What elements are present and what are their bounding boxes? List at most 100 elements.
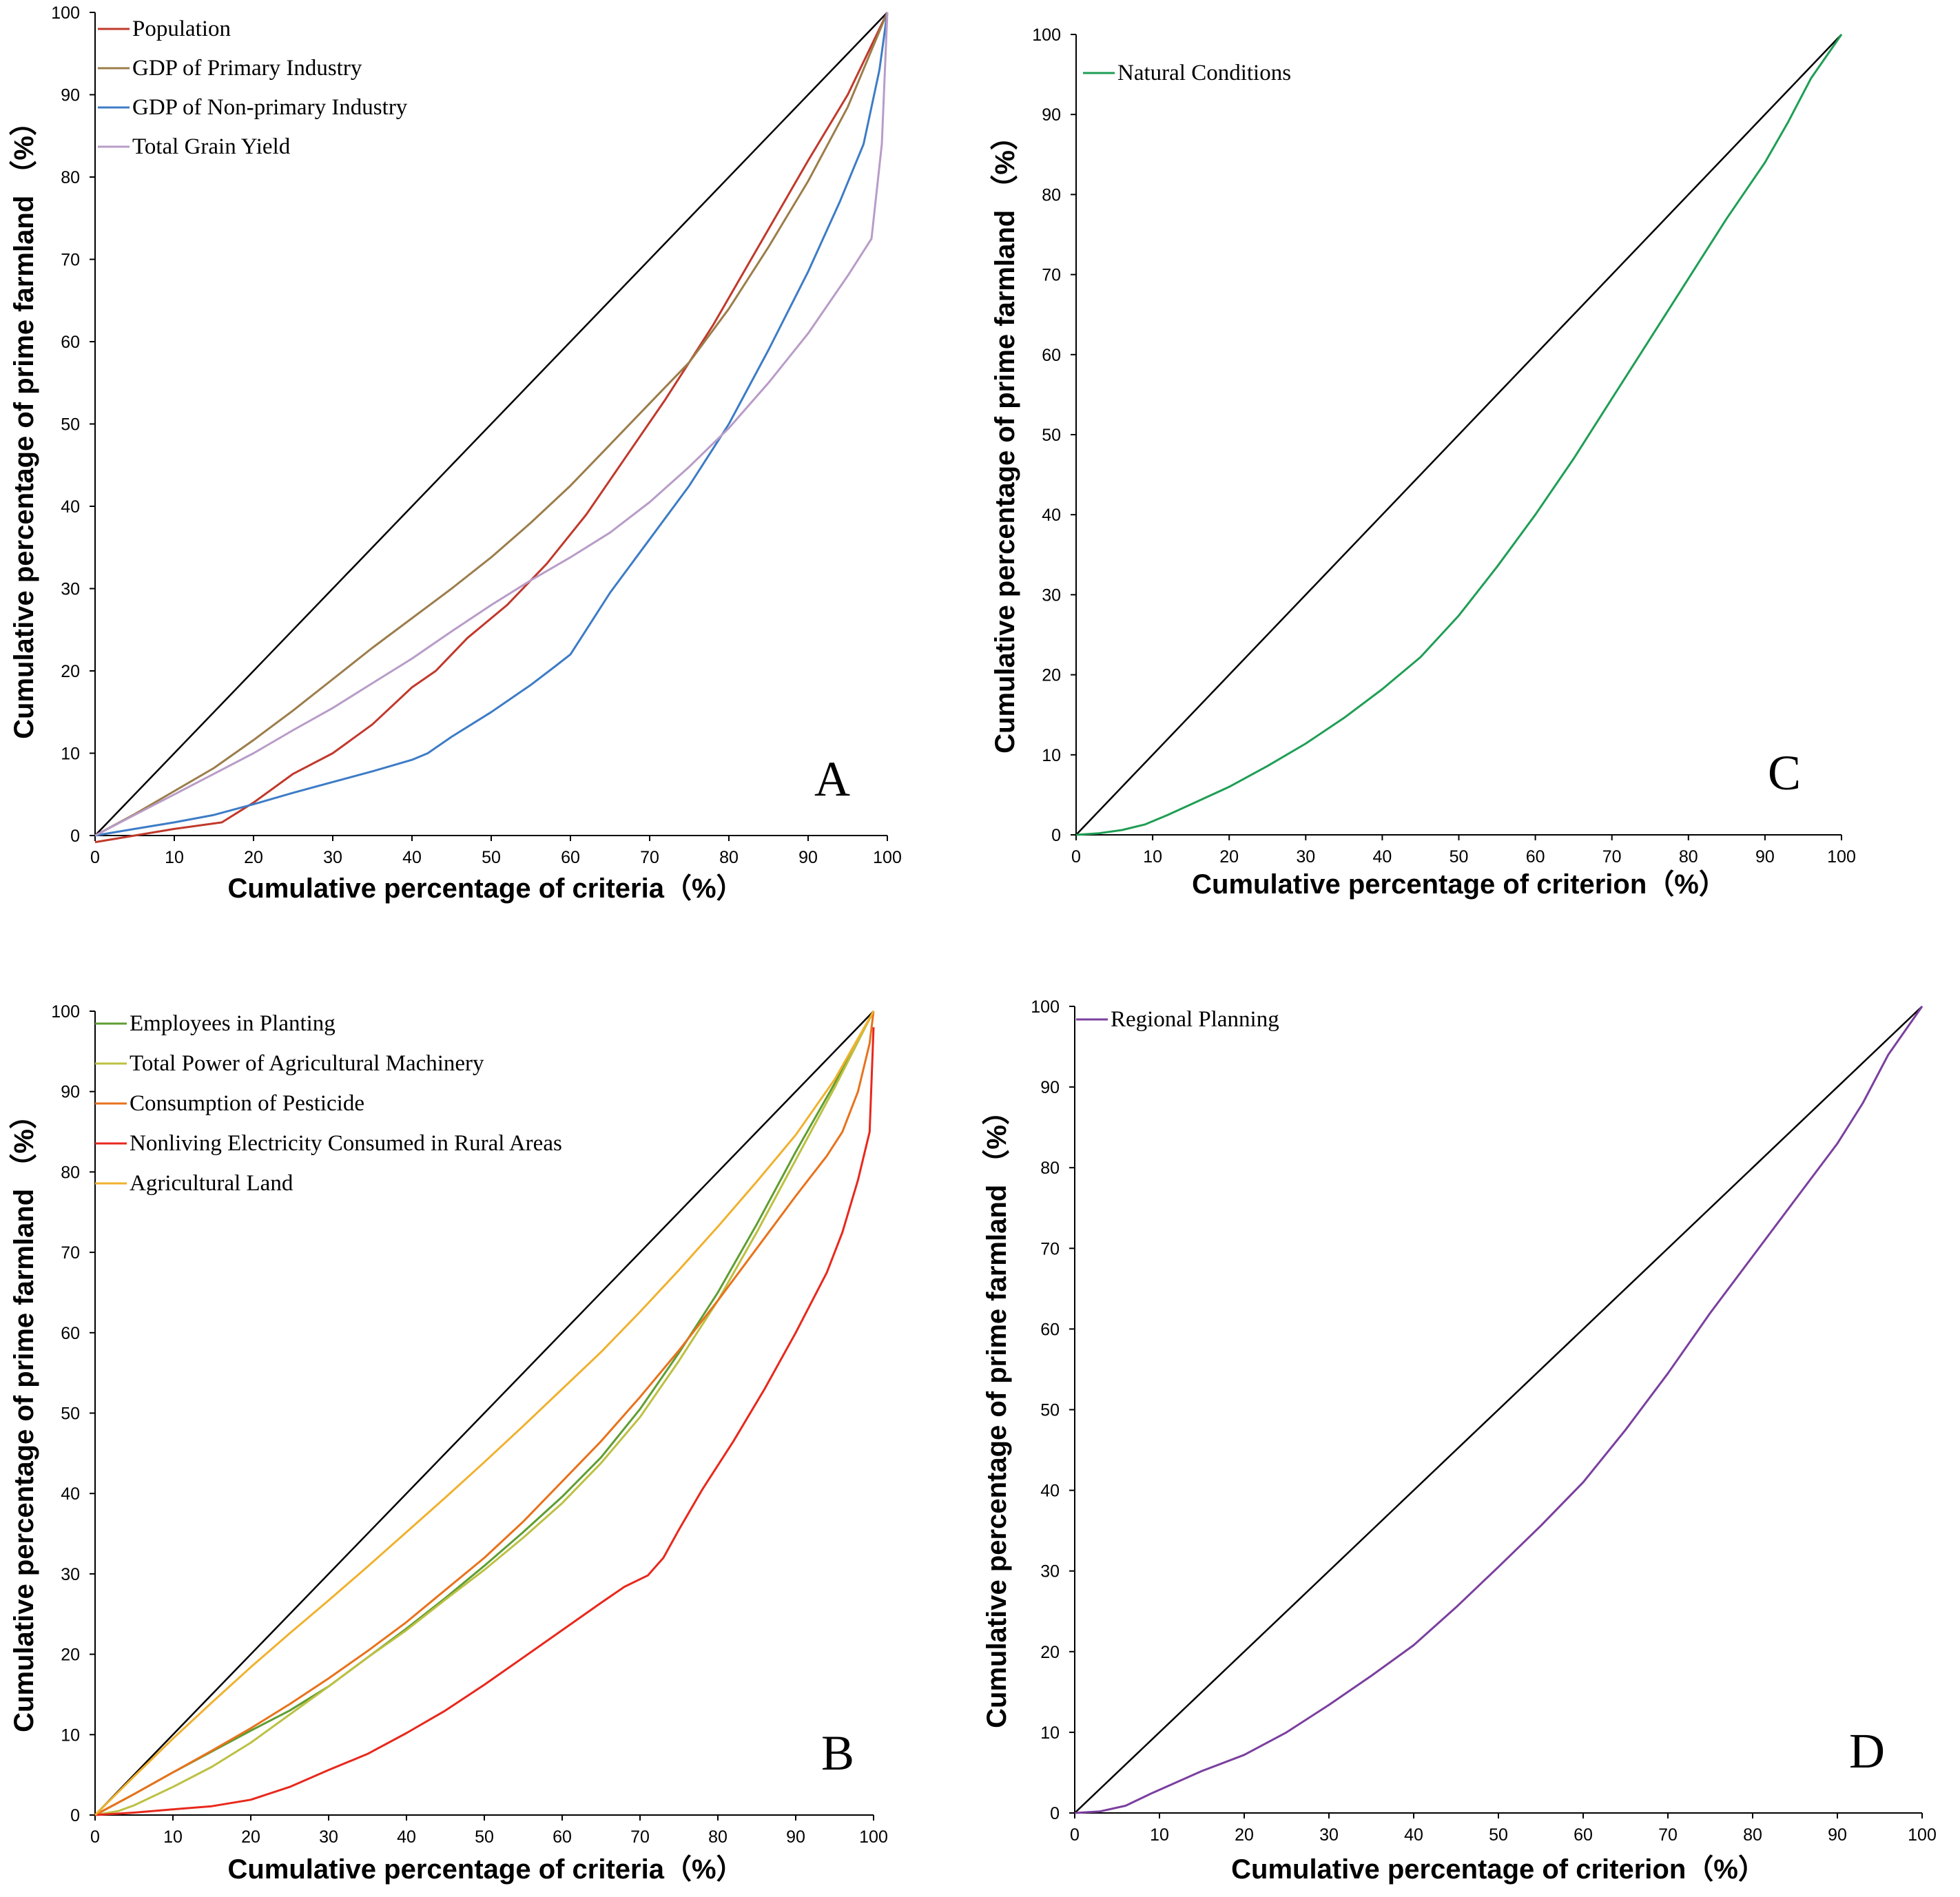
y-tick-label: 80 <box>61 168 80 187</box>
x-tick-label: 0 <box>1071 847 1081 867</box>
x-tick-label: 20 <box>1219 847 1239 867</box>
x-tick-label: 70 <box>1658 1825 1678 1845</box>
x-tick-label: 60 <box>1526 847 1545 867</box>
x-tick-label: 0 <box>90 1827 100 1847</box>
series-line-employees-in-planting <box>94 1010 875 1816</box>
x-tick-label: 20 <box>241 1827 260 1847</box>
x-tick-label: 30 <box>1296 847 1315 867</box>
y-tick-label: 90 <box>1040 1078 1060 1097</box>
legend-label: Agricultural Land <box>130 1171 293 1196</box>
series-line-consumption-of-pesticide <box>94 1010 875 1816</box>
equality-line <box>94 12 888 836</box>
equality-line <box>1075 34 1842 836</box>
y-tick-label: 60 <box>1040 1320 1060 1339</box>
x-axis-title: Cumulative percentage of criteria（%） <box>227 1854 743 1885</box>
y-tick-label: 100 <box>1031 997 1060 1017</box>
y-axis-title: Cumulative percentage of prime farmland … <box>990 123 1020 754</box>
y-tick-label: 20 <box>1040 1643 1060 1662</box>
equality-line <box>94 1010 874 1816</box>
legend-label: Population <box>132 17 231 41</box>
y-tick-label: 50 <box>61 415 80 435</box>
y-tick-label: 50 <box>61 1404 80 1424</box>
y-tick-label: 20 <box>61 662 80 681</box>
panel-label: B <box>821 1725 854 1781</box>
panel-label: C <box>1768 745 1801 800</box>
legend-label: Total Grain Yield <box>132 134 291 159</box>
y-tick-label: 0 <box>70 827 80 846</box>
y-tick-label: 50 <box>1040 1401 1060 1420</box>
y-tick-label: 50 <box>1042 426 1061 445</box>
y-tick-label: 0 <box>70 1806 80 1825</box>
x-tick-label: 0 <box>1070 1825 1080 1845</box>
x-tick-label: 60 <box>561 848 580 867</box>
x-tick-label: 80 <box>1743 1825 1762 1845</box>
x-tick-label: 70 <box>1602 847 1622 867</box>
x-tick-label: 10 <box>1150 1825 1169 1845</box>
y-tick-label: 80 <box>1040 1159 1060 1178</box>
y-tick-label: 40 <box>1040 1482 1060 1501</box>
x-tick-label: 40 <box>397 1827 416 1847</box>
y-axis-title: Cumulative percentage of prime farmland … <box>982 1097 1012 1728</box>
y-tick-label: 70 <box>1040 1239 1060 1258</box>
y-tick-label: 20 <box>1042 666 1061 685</box>
panel-label: A <box>814 751 850 807</box>
y-tick-label: 60 <box>61 1324 80 1343</box>
legend-label: GDP of Non-primary Industry <box>132 95 408 120</box>
series-line-regional-planning <box>1074 1006 1923 1814</box>
x-tick-label: 20 <box>1235 1825 1254 1845</box>
y-tick-label: 0 <box>1051 826 1061 845</box>
series-line-gdp-of-primary-industry <box>94 12 889 837</box>
x-tick-label: 40 <box>402 848 422 867</box>
y-tick-label: 30 <box>1042 585 1061 605</box>
chart-panel-a: 0 10 20 30 40 50 60 70 80 90 100 0 10 20 30 40 50 60 70 80 9… <box>9 3 902 904</box>
x-tick-label: 0 <box>90 848 100 867</box>
x-tick-label: 60 <box>553 1827 572 1847</box>
y-tick-label: 90 <box>1042 105 1061 125</box>
x-tick-label: 30 <box>1319 1825 1339 1845</box>
x-tick-label: 40 <box>1404 1825 1423 1845</box>
x-tick-label: 80 <box>1679 847 1698 867</box>
y-tick-label: 10 <box>61 1725 80 1745</box>
y-tick-label: 80 <box>61 1163 80 1182</box>
x-tick-label: 90 <box>798 848 818 867</box>
y-tick-label: 10 <box>1040 1723 1060 1743</box>
x-tick-label: 10 <box>1143 847 1162 867</box>
y-tick-label: 10 <box>1042 746 1061 765</box>
y-tick-label: 30 <box>61 580 80 599</box>
y-tick-label: 70 <box>61 251 80 270</box>
y-tick-label: 40 <box>61 1484 80 1504</box>
x-axis-title: Cumulative percentage of criterion（%） <box>1231 1854 1766 1885</box>
x-tick-label: 90 <box>1755 847 1775 867</box>
legend-label: Nonliving Electricity Consumed in Rural … <box>130 1131 562 1156</box>
x-tick-label: 100 <box>859 1827 888 1847</box>
chart-panel-d: 0 10 20 30 40 50 60 70 80 90 100 0 10 20 30 40 50 60 70 80 9… <box>982 997 1937 1885</box>
series-line-population <box>94 12 889 844</box>
x-tick-label: 40 <box>1372 847 1392 867</box>
legend-label: GDP of Primary Industry <box>132 56 362 81</box>
y-tick-label: 10 <box>61 745 80 764</box>
x-tick-label: 50 <box>482 848 501 867</box>
legend-label: Employees in Planting <box>130 1011 336 1036</box>
legend-label: Regional Planning <box>1111 1007 1279 1032</box>
x-tick-label: 50 <box>475 1827 494 1847</box>
chart-panel-b: 0 10 20 30 40 50 60 70 80 90 100 0 10 20 30 40 50 60 70 80 9… <box>9 1002 888 1885</box>
series-line-agricultural-land <box>94 1010 875 1816</box>
x-tick-label: 90 <box>786 1827 805 1847</box>
x-axis-title: Cumulative percentage of criterion（%） <box>1192 869 1726 900</box>
x-tick-label: 100 <box>873 848 902 867</box>
panel-label: D <box>1849 1723 1885 1779</box>
y-tick-label: 90 <box>61 86 80 105</box>
x-tick-label: 10 <box>163 1827 183 1847</box>
series-line-nonliving-electricity-consumed-in-rural-areas <box>94 1027 875 1816</box>
y-tick-label: 60 <box>61 333 80 352</box>
x-tick-label: 50 <box>1489 1825 1508 1845</box>
y-tick-label: 60 <box>1042 346 1061 365</box>
legend-label: Consumption of Pesticide <box>130 1091 364 1116</box>
legend-label: Natural Conditions <box>1117 61 1291 85</box>
x-axis-title: Cumulative percentage of criteria（%） <box>227 873 743 904</box>
x-tick-label: 100 <box>1908 1825 1937 1845</box>
equality-line <box>1074 1006 1923 1814</box>
x-tick-label: 70 <box>630 1827 650 1847</box>
y-tick-label: 100 <box>51 1002 80 1022</box>
